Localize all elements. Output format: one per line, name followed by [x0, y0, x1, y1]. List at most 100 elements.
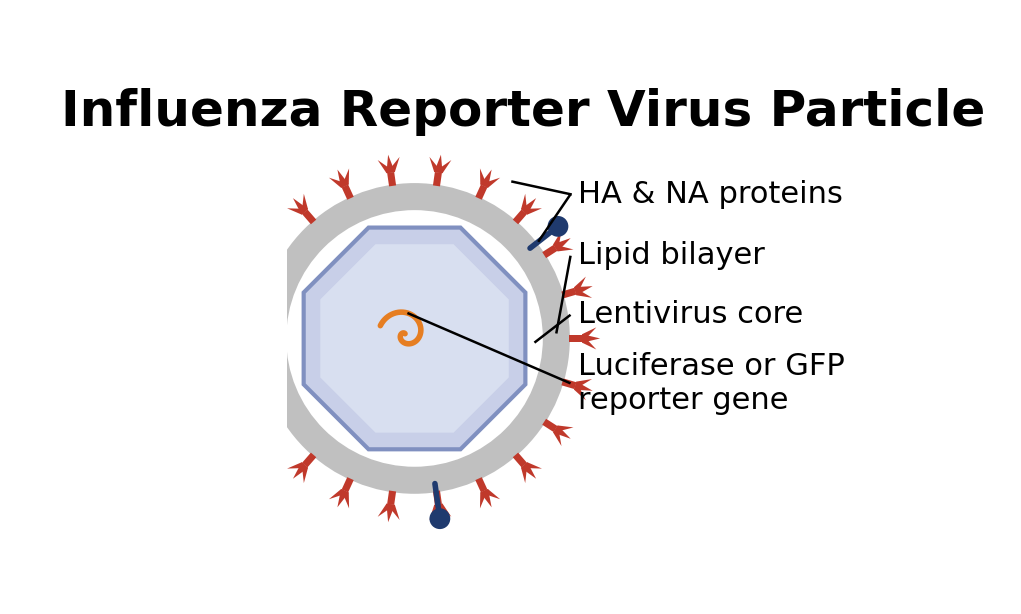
Polygon shape [293, 198, 308, 214]
Polygon shape [521, 462, 528, 483]
Polygon shape [387, 503, 399, 520]
Polygon shape [434, 503, 451, 517]
Polygon shape [574, 381, 592, 391]
Polygon shape [378, 160, 395, 173]
Polygon shape [387, 155, 395, 173]
Circle shape [547, 216, 569, 237]
Polygon shape [243, 381, 255, 400]
Polygon shape [341, 489, 349, 508]
Polygon shape [476, 184, 487, 200]
Polygon shape [337, 169, 349, 188]
Polygon shape [237, 379, 255, 390]
Polygon shape [430, 503, 442, 520]
Polygon shape [387, 172, 396, 187]
Polygon shape [553, 426, 574, 433]
Polygon shape [562, 288, 577, 298]
Polygon shape [387, 503, 395, 522]
Circle shape [430, 508, 450, 529]
Polygon shape [553, 238, 571, 251]
Polygon shape [268, 231, 276, 251]
Polygon shape [480, 169, 492, 188]
Polygon shape [582, 334, 600, 343]
Polygon shape [434, 503, 442, 522]
Polygon shape [301, 194, 308, 214]
Polygon shape [582, 334, 596, 349]
Polygon shape [378, 503, 395, 517]
Circle shape [286, 210, 543, 467]
Polygon shape [574, 287, 592, 298]
Polygon shape [287, 462, 308, 468]
Polygon shape [229, 334, 247, 343]
Polygon shape [582, 327, 596, 343]
Polygon shape [521, 462, 542, 468]
Polygon shape [342, 184, 353, 200]
Polygon shape [569, 335, 582, 342]
Polygon shape [258, 426, 276, 439]
Polygon shape [303, 228, 526, 449]
Polygon shape [287, 208, 308, 214]
Polygon shape [237, 286, 255, 295]
Polygon shape [513, 453, 527, 467]
Polygon shape [542, 419, 557, 432]
Polygon shape [268, 426, 276, 446]
Polygon shape [480, 168, 488, 188]
Polygon shape [574, 379, 592, 390]
Polygon shape [252, 378, 268, 389]
Polygon shape [233, 334, 247, 349]
Polygon shape [329, 177, 349, 188]
Text: Lipid bilayer: Lipid bilayer [578, 241, 765, 270]
Polygon shape [387, 157, 399, 173]
Polygon shape [272, 245, 287, 258]
Polygon shape [433, 172, 442, 187]
Polygon shape [574, 286, 592, 295]
Polygon shape [255, 426, 276, 433]
Polygon shape [321, 244, 508, 433]
Polygon shape [387, 491, 396, 505]
Polygon shape [337, 489, 349, 507]
Polygon shape [521, 194, 528, 214]
Polygon shape [243, 276, 255, 295]
Polygon shape [255, 244, 276, 251]
Polygon shape [430, 157, 442, 173]
Polygon shape [272, 419, 287, 432]
Polygon shape [480, 489, 488, 508]
Text: Lentivirus core: Lentivirus core [578, 300, 803, 329]
Text: HA & NA proteins: HA & NA proteins [578, 180, 842, 209]
Polygon shape [574, 381, 586, 400]
Circle shape [259, 183, 570, 494]
Polygon shape [521, 198, 536, 214]
Polygon shape [247, 335, 260, 342]
Polygon shape [553, 426, 571, 439]
Polygon shape [480, 489, 500, 499]
Polygon shape [521, 208, 542, 214]
Polygon shape [301, 462, 308, 483]
Polygon shape [476, 477, 487, 492]
Polygon shape [329, 489, 349, 499]
Polygon shape [342, 477, 353, 492]
Polygon shape [553, 426, 562, 446]
Polygon shape [434, 160, 451, 173]
Circle shape [223, 338, 243, 359]
Polygon shape [480, 177, 500, 188]
Polygon shape [433, 491, 442, 505]
Polygon shape [233, 327, 247, 343]
Polygon shape [341, 168, 349, 188]
Text: Luciferase or GFP
reporter gene: Luciferase or GFP reporter gene [578, 352, 844, 414]
Polygon shape [258, 238, 276, 251]
Text: Influenza Reporter Virus Particle: Influenza Reporter Virus Particle [61, 88, 985, 136]
Polygon shape [293, 462, 308, 479]
Polygon shape [302, 209, 317, 224]
Polygon shape [237, 381, 255, 391]
Polygon shape [252, 288, 268, 298]
Polygon shape [513, 209, 527, 224]
Polygon shape [302, 453, 317, 467]
Polygon shape [553, 231, 562, 251]
Polygon shape [237, 287, 255, 298]
Polygon shape [521, 462, 536, 479]
Polygon shape [542, 245, 557, 258]
Polygon shape [434, 155, 442, 173]
Polygon shape [574, 276, 586, 295]
Polygon shape [562, 378, 577, 389]
Polygon shape [553, 244, 574, 251]
Polygon shape [480, 489, 492, 507]
